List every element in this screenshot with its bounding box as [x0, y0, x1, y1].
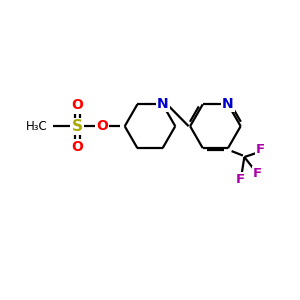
Text: F: F: [256, 143, 265, 156]
Text: N: N: [157, 97, 168, 111]
Text: F: F: [253, 167, 262, 180]
Text: O: O: [97, 119, 108, 133]
Text: O: O: [71, 140, 83, 154]
Text: O: O: [71, 98, 83, 112]
Text: N: N: [222, 97, 234, 111]
Text: F: F: [235, 173, 244, 186]
Text: S: S: [72, 119, 83, 134]
Text: H₃C: H₃C: [26, 120, 47, 133]
